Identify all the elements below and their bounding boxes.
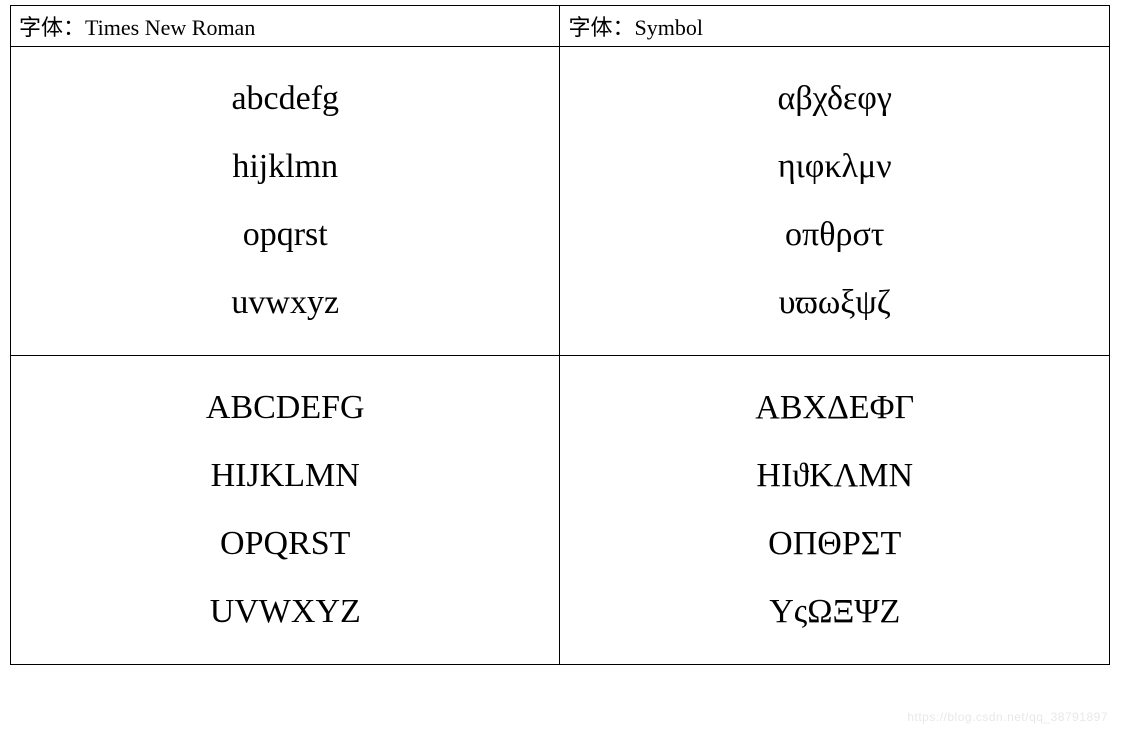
uc-left-2: OPQRST: [11, 510, 559, 578]
uc-right-2: ΟΠΘΡΣΤ: [560, 510, 1109, 578]
header-prefix-right: 字体：: [568, 15, 634, 40]
uc-right-1: ΗΙϑΚΛΜΝ: [560, 442, 1109, 510]
lc-right-3: υϖωξψζ: [560, 269, 1109, 337]
lowercase-cell-left: abcdefg hijklmn opqrst uvwxyz: [11, 47, 560, 356]
lc-left-0: abcdefg: [11, 65, 559, 133]
uppercase-cell-right: ΑΒΧΔΕΦΓ ΗΙϑΚΛΜΝ ΟΠΘΡΣΤ ΥςΩΞΨΖ: [560, 356, 1110, 665]
header-fontname-left: Times New Roman: [85, 15, 255, 40]
font-comparison-table: 字体：Times New Roman 字体：Symbol abcdefg hij…: [10, 5, 1110, 665]
uppercase-cell-left: ABCDEFG HIJKLMN OPQRST UVWXYZ: [11, 356, 560, 665]
uc-left-1: HIJKLMN: [11, 442, 559, 510]
header-row: 字体：Times New Roman 字体：Symbol: [11, 6, 1110, 47]
watermark-text: https://blog.csdn.net/qq_38791897: [907, 710, 1108, 724]
lc-right-1: ηιφκλμν: [560, 133, 1109, 201]
lc-left-1: hijklmn: [11, 133, 559, 201]
uc-left-0: ABCDEFG: [11, 374, 559, 442]
header-fontname-right: Symbol: [635, 15, 703, 40]
uc-right-3: ΥςΩΞΨΖ: [560, 578, 1109, 646]
uppercase-row: ABCDEFG HIJKLMN OPQRST UVWXYZ ΑΒΧΔΕΦΓ ΗΙ…: [11, 356, 1110, 665]
uc-right-0: ΑΒΧΔΕΦΓ: [560, 374, 1109, 442]
uc-left-3: UVWXYZ: [11, 578, 559, 646]
header-cell-right: 字体：Symbol: [560, 6, 1110, 47]
lowercase-row: abcdefg hijklmn opqrst uvwxyz αβχδεφγ ηι…: [11, 47, 1110, 356]
header-prefix-left: 字体：: [19, 15, 85, 40]
header-cell-left: 字体：Times New Roman: [11, 6, 560, 47]
lc-left-2: opqrst: [11, 201, 559, 269]
lc-right-2: οπθρστ: [560, 201, 1109, 269]
lc-left-3: uvwxyz: [11, 269, 559, 337]
lowercase-cell-right: αβχδεφγ ηιφκλμν οπθρστ υϖωξψζ: [560, 47, 1110, 356]
lc-right-0: αβχδεφγ: [560, 65, 1109, 133]
